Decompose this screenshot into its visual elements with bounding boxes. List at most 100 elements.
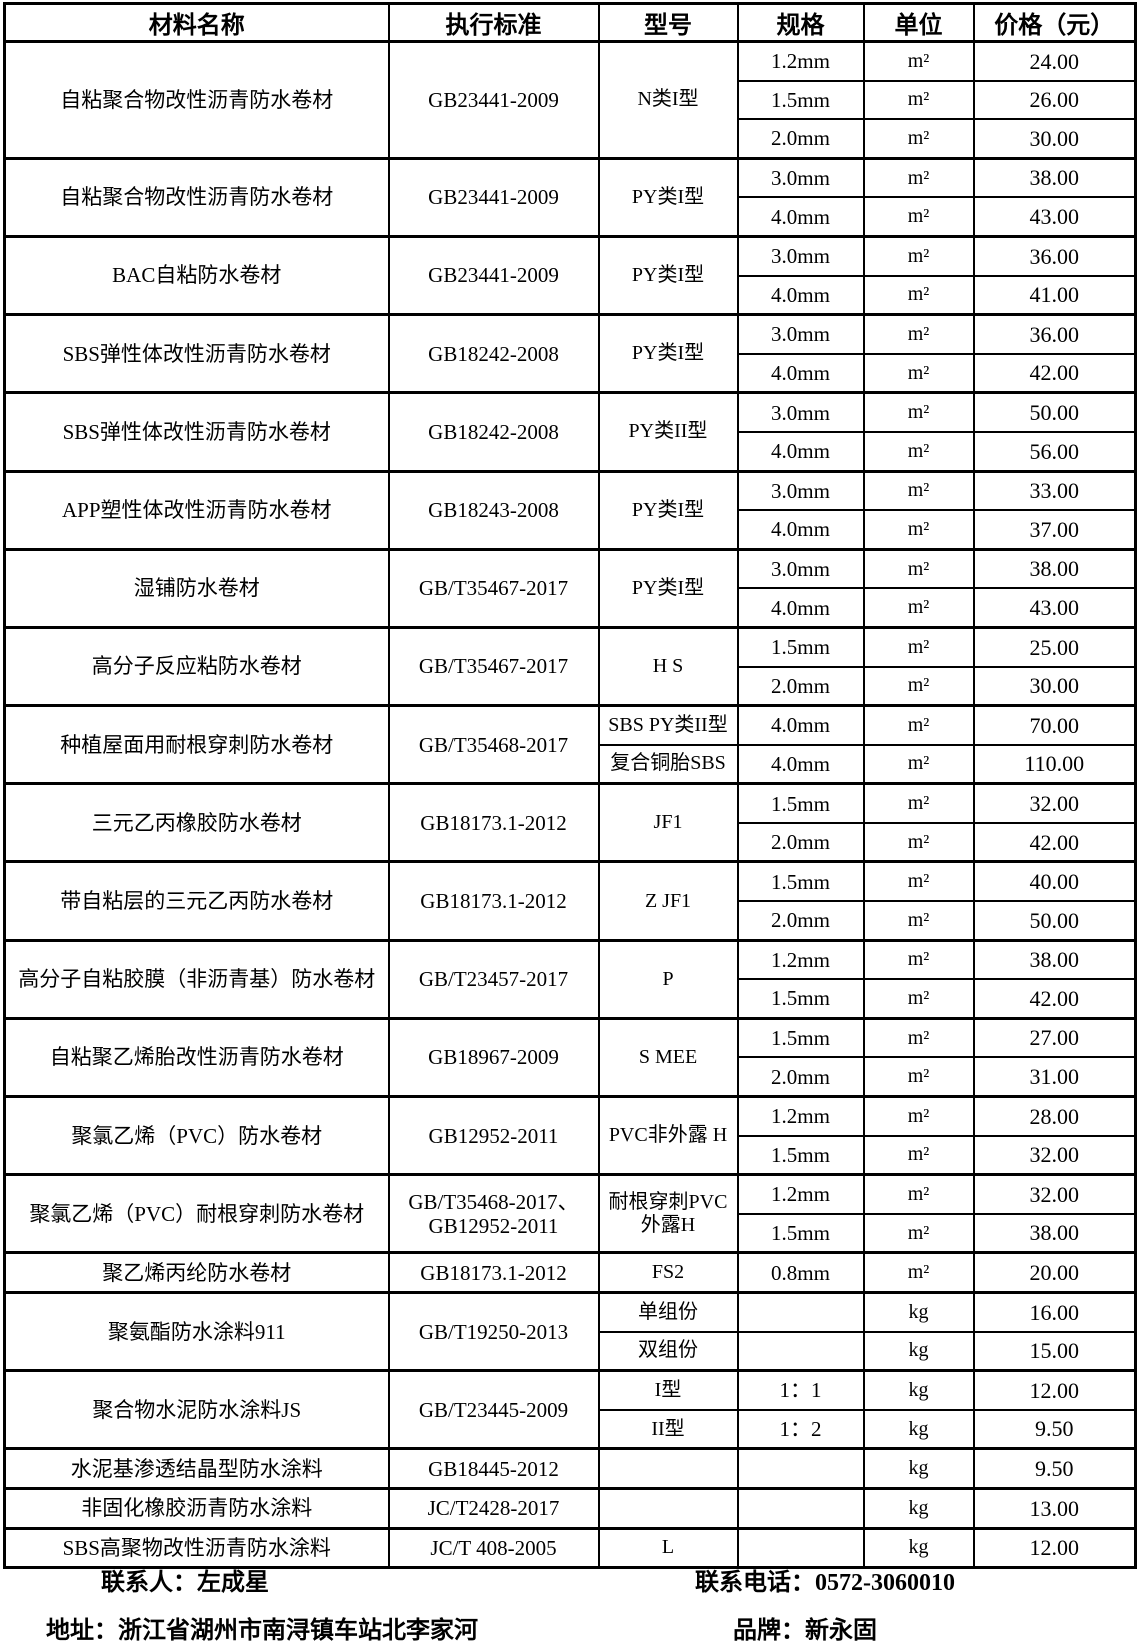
table-row: SBS弹性体改性沥青防水卷材 GB18242-2008 PY类I型 3.0mm m² 36… bbox=[3, 313, 1137, 394]
unit-cell: kg bbox=[862, 1408, 975, 1450]
spec-cell: 1：1 bbox=[736, 1369, 865, 1411]
price-cell: 41.00 bbox=[972, 274, 1137, 316]
table-row: BAC自粘防水卷材 GB23441-2009 PY类I型 3.0mm m² 36.00 bbox=[3, 234, 1137, 316]
spec-cell bbox=[736, 1290, 865, 1333]
spec-cell: 2.0mm bbox=[736, 900, 865, 942]
spec-cell: 4.0mm bbox=[736, 196, 865, 238]
material-name-cell: 聚氯乙烯（PVC）防水卷材 bbox=[3, 1095, 390, 1176]
price-cell: 42.00 bbox=[972, 821, 1137, 863]
unit-cell: m² bbox=[862, 274, 975, 316]
table-row: 自粘聚合物改性沥青防水卷材 GB23441-2009 N类I型 1.2mm m² 24.0… bbox=[3, 39, 1137, 160]
spec-cell: 3.0mm bbox=[736, 156, 865, 199]
material-name-cell: 高分子反应粘防水卷材 bbox=[3, 625, 390, 707]
material-name-cell: BAC自粘防水卷材 bbox=[3, 234, 390, 316]
price-cell: 32.00 bbox=[972, 1173, 1137, 1215]
spec-cell: 4.0mm bbox=[736, 743, 865, 785]
unit-cell: m² bbox=[862, 938, 975, 981]
price-cell: 20.00 bbox=[972, 1251, 1137, 1294]
material-name-cell: 非固化橡胶沥青防水涂料 bbox=[3, 1486, 390, 1530]
unit-cell: m² bbox=[862, 234, 975, 277]
price-cell: 16.00 bbox=[972, 1290, 1137, 1333]
table-row: 复合铜胎SBS 4.0mm m² 110.00 bbox=[5, 743, 1137, 785]
table-row: 水泥基渗透结晶型防水涂料 GB18445-2012 kg 9.50 bbox=[3, 1447, 1137, 1490]
standard-cell: GB18242-2008 bbox=[387, 313, 600, 394]
model-cell: I型 bbox=[597, 1369, 739, 1411]
price-cell: 38.00 bbox=[972, 547, 1137, 590]
price-cell: 42.00 bbox=[972, 978, 1137, 1020]
unit-cell: m² bbox=[862, 156, 975, 199]
material-name-cell: SBS高聚物改性沥青防水涂料 bbox=[3, 1526, 390, 1569]
price-cell: 33.00 bbox=[972, 469, 1137, 512]
price-cell: 56.00 bbox=[972, 430, 1137, 473]
standard-cell: GB18173.1-2012 bbox=[387, 782, 600, 863]
price-cell: 15.00 bbox=[972, 1330, 1137, 1372]
unit-cell: m² bbox=[862, 509, 975, 551]
price-cell: 9.50 bbox=[972, 1447, 1137, 1490]
unit-cell: m² bbox=[862, 821, 975, 863]
column-header: 单位 bbox=[862, 2, 975, 43]
standard-cell: GB18445-2012 bbox=[387, 1447, 600, 1490]
unit-cell: kg bbox=[862, 1447, 975, 1490]
price-cell: 32.00 bbox=[972, 782, 1137, 824]
model-cell: PVC非外露 H bbox=[597, 1095, 739, 1176]
material-name-cell: 自粘聚合物改性沥青防水卷材 bbox=[3, 40, 390, 160]
spec-cell: 4.0mm bbox=[736, 509, 865, 551]
unit-cell: m² bbox=[862, 587, 975, 629]
table-row: 1.5mm m² 26.00 bbox=[5, 79, 1137, 121]
model-cell: FS2 bbox=[597, 1251, 739, 1294]
unit-cell: m² bbox=[862, 782, 975, 824]
spec-cell: 1.5mm bbox=[736, 860, 865, 903]
table-row: 2.0mm m² 50.00 bbox=[5, 900, 1137, 942]
material-name-cell: 湿铺防水卷材 bbox=[3, 547, 390, 629]
unit-cell: m² bbox=[862, 704, 975, 746]
contact-person: 联系人：左成星 bbox=[101, 1570, 269, 1596]
material-name-cell: 高分子自粘胶膜（非沥青基）防水卷材 bbox=[3, 938, 390, 1020]
price-cell: 27.00 bbox=[972, 1016, 1137, 1059]
unit-cell: m² bbox=[862, 1056, 975, 1098]
spec-cell: 4.0mm bbox=[736, 587, 865, 629]
unit-cell: m² bbox=[862, 196, 975, 238]
table-row: 非固化橡胶沥青防水涂料 JC/T2428-2017 kg 13.00 bbox=[3, 1486, 1137, 1530]
model-cell: JF1 bbox=[597, 782, 739, 863]
materials-price-table: 材料名称 执行标准 型号 规格 单位 价格（元） 自粘聚合物改性沥青防水卷材 GB23441… bbox=[3, 2, 1137, 1570]
material-name-cell: 种植屋面用耐根穿刺防水卷材 bbox=[3, 704, 390, 785]
price-cell: 43.00 bbox=[972, 196, 1137, 238]
model-cell: S MEE bbox=[597, 1016, 739, 1098]
table-row: 种植屋面用耐根穿刺防水卷材 GB/T35468-2017 SBS PY类II型 4.0… bbox=[3, 704, 1137, 785]
standard-cell: GB/T35468-2017、 GB12952-2011 bbox=[387, 1173, 600, 1254]
model-cell: PY类II型 bbox=[597, 391, 739, 473]
model-cell: L bbox=[597, 1526, 739, 1569]
unit-cell: m² bbox=[862, 313, 975, 355]
unit-cell: kg bbox=[862, 1290, 975, 1333]
column-header: 型号 bbox=[597, 2, 739, 43]
unit-cell: m² bbox=[862, 860, 975, 903]
spec-cell bbox=[736, 1526, 865, 1569]
unit-cell: m² bbox=[862, 1251, 975, 1294]
unit-cell: m² bbox=[862, 978, 975, 1020]
unit-cell: kg bbox=[862, 1486, 975, 1530]
spec-cell: 3.0mm bbox=[736, 234, 865, 277]
material-name-cell: 聚氨酯防水涂料911 bbox=[3, 1290, 390, 1372]
table-row: 高分子自粘胶膜（非沥青基）防水卷材 GB/T23457-2017 P 1.2mm m² 3… bbox=[3, 938, 1137, 1020]
spec-cell bbox=[736, 1486, 865, 1530]
unit-cell: m² bbox=[862, 430, 975, 473]
unit-cell: m² bbox=[862, 79, 975, 121]
table-row: 4.0mm m² 37.00 bbox=[5, 509, 1137, 551]
standard-cell: GB18243-2008 bbox=[387, 469, 600, 551]
table-row: II型 1：2 kg 9.50 bbox=[5, 1408, 1137, 1450]
model-cell: Z JF1 bbox=[597, 860, 739, 942]
price-cell: 28.00 bbox=[972, 1095, 1137, 1137]
price-cell: 30.00 bbox=[972, 118, 1137, 160]
model-cell: PY类I型 bbox=[597, 547, 739, 629]
contact-phone: 联系电话：0572-3060010 bbox=[695, 1570, 955, 1596]
price-cell: 36.00 bbox=[972, 234, 1137, 277]
price-cell: 38.00 bbox=[972, 1212, 1137, 1254]
standard-cell: GB23441-2009 bbox=[387, 234, 600, 316]
address: 地址：浙江省湖州市南浔镇车站北李家河 bbox=[46, 1618, 478, 1644]
price-cell: 26.00 bbox=[972, 79, 1137, 121]
standard-cell: GB/T35467-2017 bbox=[387, 625, 600, 707]
spec-cell: 2.0mm bbox=[736, 665, 865, 707]
price-cell: 50.00 bbox=[972, 900, 1137, 942]
spec-cell: 1.5mm bbox=[736, 978, 865, 1020]
